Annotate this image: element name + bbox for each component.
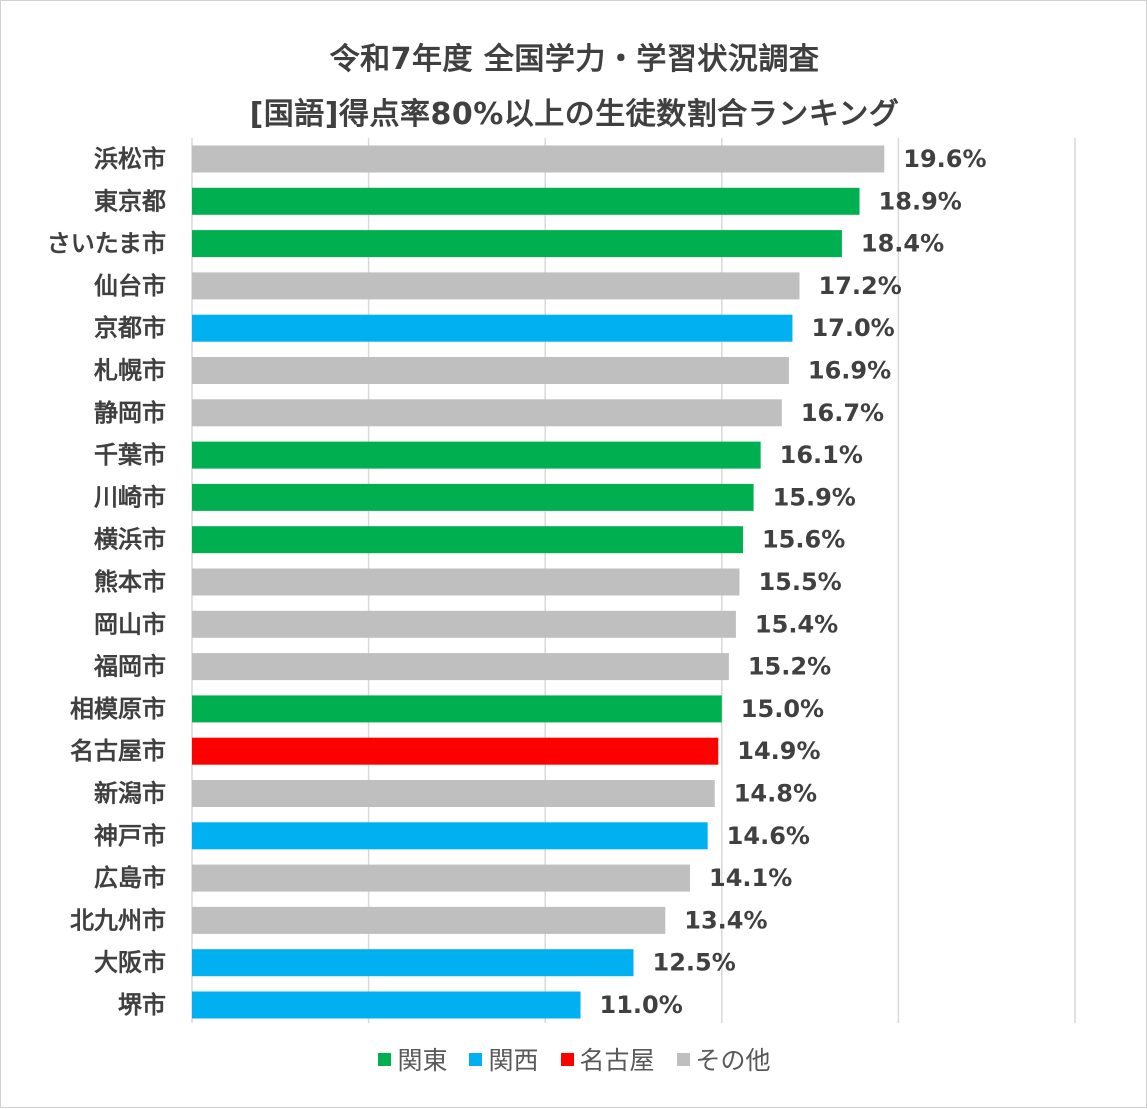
legend-item: 名古屋	[560, 1041, 655, 1077]
bar	[192, 864, 691, 892]
bar	[192, 272, 800, 300]
bar	[192, 568, 740, 596]
category-label: 浜松市	[94, 145, 166, 173]
category-label: 新潟市	[94, 780, 166, 808]
legend-label: その他	[695, 1046, 771, 1075]
bar	[192, 399, 782, 427]
data-label: 14.9%	[737, 737, 820, 765]
data-label: 18.4%	[861, 230, 944, 258]
bar	[192, 357, 789, 384]
bar	[192, 949, 634, 977]
category-label: 静岡市	[94, 399, 166, 427]
category-label: 川崎市	[94, 483, 166, 511]
legend-swatch	[469, 1052, 483, 1066]
category-label: 大阪市	[94, 949, 166, 977]
category-label: さいたま市	[47, 230, 166, 258]
category-label: 岡山市	[94, 610, 166, 638]
data-label: 15.4%	[755, 610, 838, 638]
category-label: 名古屋市	[70, 737, 166, 765]
category-label: 熊本市	[94, 568, 166, 596]
data-label: 18.9%	[879, 187, 962, 215]
bar	[192, 441, 761, 469]
category-label: 福岡市	[93, 653, 166, 681]
chart-title-line2: [国語]得点率80%以上の生徒数割合ランキング	[249, 97, 900, 132]
data-label: 14.8%	[734, 780, 817, 808]
legend-label: 関東	[397, 1046, 448, 1075]
category-label: 横浜市	[94, 526, 166, 554]
bar	[192, 737, 719, 765]
legend-swatch	[560, 1052, 574, 1066]
category-label: 札幌市	[93, 357, 166, 385]
bar	[192, 483, 754, 511]
data-label: 11.0%	[600, 991, 683, 1019]
data-label: 19.6%	[903, 145, 986, 173]
category-label: 相模原市	[70, 695, 166, 723]
data-label: 17.2%	[819, 272, 902, 300]
bar	[192, 187, 860, 215]
category-label: 千葉市	[94, 441, 166, 469]
bar	[192, 906, 666, 934]
bar	[192, 145, 885, 173]
data-label: 12.5%	[653, 949, 736, 977]
data-label: 14.1%	[709, 864, 792, 892]
data-label: 14.6%	[727, 822, 810, 850]
data-label: 16.1%	[780, 441, 863, 469]
category-label: 東京都	[94, 187, 166, 215]
bar	[192, 610, 736, 638]
category-label: 仙台市	[94, 272, 166, 300]
bar	[192, 822, 708, 850]
data-label: 15.0%	[741, 695, 824, 723]
category-label: 神戸市	[94, 822, 166, 850]
data-label: 15.9%	[773, 483, 856, 511]
data-label: 16.7%	[801, 399, 884, 427]
legend-item: 関西	[469, 1041, 539, 1077]
data-label: 15.5%	[758, 568, 841, 596]
legend-swatch	[378, 1052, 392, 1066]
legend-label: 関西	[488, 1046, 539, 1075]
bar	[192, 653, 729, 681]
category-label: 広島市	[94, 864, 166, 892]
category-label: 京都市	[94, 314, 166, 342]
bar	[192, 526, 743, 554]
legend-swatch	[676, 1052, 690, 1066]
data-label: 13.4%	[684, 906, 767, 934]
legend-item: 関東	[378, 1041, 447, 1077]
bar	[192, 991, 581, 1019]
legend-label: 名古屋	[579, 1046, 655, 1075]
data-label: 15.2%	[748, 653, 831, 681]
chart-title-line1: 令和7年度 全国学力・学習状況調査	[329, 42, 820, 77]
legend-item: その他	[676, 1041, 771, 1077]
bar	[192, 230, 842, 258]
bar	[192, 695, 722, 723]
data-label: 17.0%	[811, 314, 894, 342]
data-label: 15.6%	[762, 526, 845, 554]
bar	[192, 314, 793, 342]
bar	[192, 780, 715, 807]
category-label: 北九州市	[70, 906, 166, 934]
category-label: 堺市	[118, 991, 166, 1019]
data-label: 16.9%	[808, 357, 891, 385]
chart-legend: 関東 関西 名古屋 その他	[1, 1041, 1147, 1077]
